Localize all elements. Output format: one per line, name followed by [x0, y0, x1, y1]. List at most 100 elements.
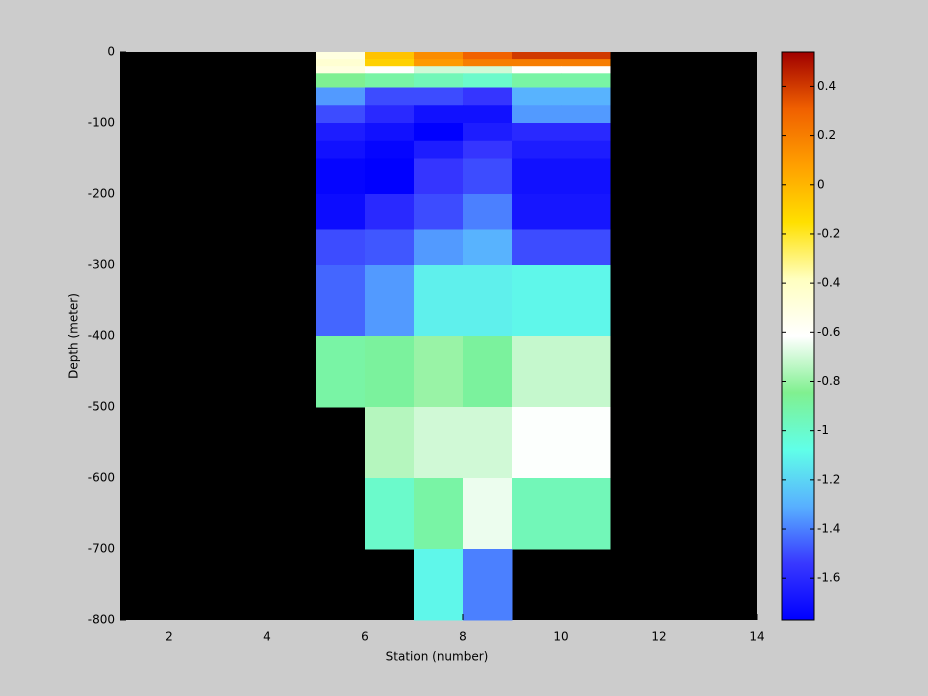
heatmap-cell — [463, 73, 513, 88]
heatmap-cell — [561, 336, 611, 408]
y-tick-label: -600 — [88, 471, 115, 485]
heatmap-cell — [365, 105, 415, 124]
heatmap-cell — [463, 105, 513, 124]
heatmap-cell — [414, 123, 464, 142]
heatmap-cell — [512, 478, 562, 550]
heatmap-cell — [561, 59, 611, 67]
heatmap-cell — [512, 265, 562, 337]
heatmap-cell — [414, 158, 464, 195]
y-axis-label: Depth (meter) — [67, 293, 81, 379]
colorbar-tick-label: -1 — [817, 423, 829, 437]
y-tick-label: 0 — [107, 45, 115, 59]
heatmap-cell — [512, 66, 562, 74]
heatmap-cell — [561, 87, 611, 106]
heatmap-cell — [463, 52, 513, 60]
heatmap-cell — [561, 229, 611, 266]
heatmap-cell — [512, 105, 562, 124]
heatmap-cell — [316, 194, 366, 230]
heatmap-cell — [414, 265, 464, 337]
heatmap-cell — [463, 66, 513, 74]
x-tick-label: 6 — [361, 630, 369, 644]
heatmap-cell — [463, 336, 513, 408]
y-tick-label: -400 — [88, 329, 115, 343]
y-tick-label: -200 — [88, 187, 115, 201]
heatmap-cell — [365, 158, 415, 195]
heatmap-cell — [512, 336, 562, 408]
x-tick-label: 10 — [553, 630, 568, 644]
heatmap-cell — [512, 140, 562, 159]
heatmap-cell — [561, 123, 611, 142]
heatmap-cell — [316, 140, 366, 159]
heatmap-cell — [561, 265, 611, 337]
x-tick-label: 2 — [165, 630, 173, 644]
heatmap-cell — [512, 229, 562, 266]
heatmap-cell — [414, 140, 464, 159]
x-tick-label: 4 — [263, 630, 271, 644]
heatmap-cell — [463, 549, 513, 621]
heatmap-cell — [414, 407, 464, 479]
heatmap-cell — [316, 87, 366, 106]
heatmap-cell — [512, 123, 562, 142]
x-tick-label: 12 — [651, 630, 666, 644]
colorbar-tick-label: 0.4 — [817, 79, 836, 93]
heatmap-cell — [463, 158, 513, 195]
heatmap-cell — [365, 87, 415, 106]
heatmap-cell — [561, 140, 611, 159]
heatmap-cell — [365, 265, 415, 337]
heatmap-cell — [512, 407, 562, 479]
colorbar-tick-label: -0.8 — [817, 374, 840, 388]
colorbar-tick-label: -1.6 — [817, 571, 840, 585]
heatmap-cell — [414, 229, 464, 266]
heatmap-cell — [561, 66, 611, 74]
heatmap-cell — [512, 59, 562, 67]
heatmap-cell — [561, 105, 611, 124]
heatmap-cell — [512, 73, 562, 88]
x-tick-label: 14 — [749, 630, 764, 644]
heatmap-cell — [365, 73, 415, 88]
y-tick-label: -800 — [88, 613, 115, 627]
heatmap-cell — [512, 52, 562, 60]
heatmap-cell — [512, 158, 562, 195]
heatmap-cell — [316, 265, 366, 337]
heatmap-cell — [561, 478, 611, 550]
heatmap-cell — [463, 478, 513, 550]
colorbar-tick-label: -0.6 — [817, 325, 840, 339]
y-tick-label: -300 — [88, 258, 115, 272]
heatmap-cell — [561, 407, 611, 479]
colorbar-tick-label: -1.4 — [817, 522, 840, 536]
heatmap-cell — [316, 52, 366, 60]
colorbar-tick-label: -0.2 — [817, 226, 840, 240]
y-tick-label: -700 — [88, 542, 115, 556]
heatmap-cell — [316, 73, 366, 88]
colorbar-tick-label: 0 — [817, 177, 825, 191]
heatmap-cell — [316, 59, 366, 67]
heatmap-cell — [365, 66, 415, 74]
heatmap-cell — [561, 52, 611, 60]
colorbar-tick-label: 0.2 — [817, 128, 836, 142]
heatmap-cell — [414, 87, 464, 106]
heatmap-cell — [365, 140, 415, 159]
heatmap-cell — [463, 59, 513, 67]
heatmap-cell — [463, 87, 513, 106]
heatmap-cell — [365, 59, 415, 67]
heatmap-cell — [463, 140, 513, 159]
heatmap-cell — [561, 194, 611, 230]
heatmap-cell — [316, 229, 366, 266]
heatmap-cell — [316, 123, 366, 142]
x-tick-label: 8 — [459, 630, 467, 644]
heatmap-cell — [561, 158, 611, 195]
heatmap-cell — [414, 59, 464, 67]
heatmap-cell — [414, 105, 464, 124]
heatmap-cell — [463, 123, 513, 142]
colorbar-tick-label: -1.2 — [817, 472, 840, 486]
heatmap-cell — [365, 336, 415, 408]
heatmap-cell — [414, 73, 464, 88]
heatmap-cell — [463, 265, 513, 337]
heatmap-cell — [561, 73, 611, 88]
heatmap-cell — [463, 407, 513, 479]
heatmap-cell — [316, 105, 366, 124]
colorbar-tick-label: -0.4 — [817, 276, 840, 290]
colorbar — [781, 51, 815, 621]
heatmap-cell — [512, 87, 562, 106]
